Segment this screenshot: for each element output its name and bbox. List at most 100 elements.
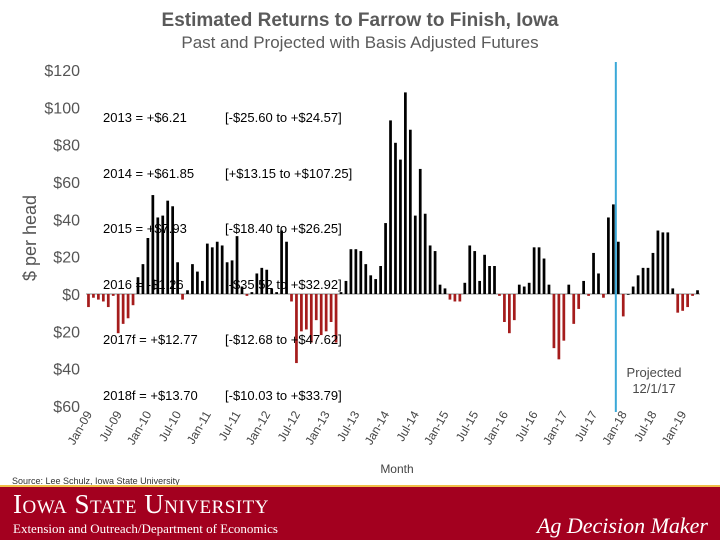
data-bar — [517, 284, 521, 294]
source-note: Source: Lee Schulz, Iowa State Universit… — [12, 476, 180, 486]
data-bar — [285, 241, 288, 294]
chart-title: Estimated Returns to Farrow to Finish, I… — [161, 10, 559, 31]
data-bar — [592, 252, 595, 294]
data-bar — [577, 294, 581, 309]
data-bar — [621, 294, 625, 317]
data-bar — [512, 294, 516, 321]
data-bar — [314, 294, 318, 321]
data-bar — [304, 294, 308, 330]
data-bar — [448, 294, 452, 300]
data-bar — [547, 284, 551, 294]
data-bar — [121, 294, 125, 324]
data-bar — [572, 294, 576, 324]
y-tick-label: $40 — [53, 362, 80, 379]
x-tick-label: Jul-17 — [572, 408, 601, 444]
x-tick-label: Jan-16 — [481, 408, 512, 447]
data-bar — [552, 294, 556, 349]
data-bar — [176, 262, 179, 294]
data-bar — [344, 280, 348, 294]
data-bar — [87, 294, 90, 308]
data-bar — [369, 275, 373, 294]
projection-annotation: Projected 12/1/17 — [626, 365, 682, 396]
data-bar — [166, 200, 170, 294]
x-tick-label: Jul-16 — [512, 408, 541, 444]
data-bar — [225, 262, 229, 294]
y-tick-label: $60 — [53, 175, 80, 192]
data-bar — [438, 284, 442, 294]
returns-bar-chart: $120 $100 $80 $60 $40 $20 $0 $20 $40 $60 $ per hea… — [20, 62, 700, 476]
x-tick-label: Jul-15 — [453, 408, 482, 444]
data-bar — [97, 294, 100, 300]
data-bar — [428, 245, 432, 294]
y-tick-label: $120 — [44, 63, 80, 80]
footer-accent-line — [0, 485, 720, 487]
data-bar — [116, 294, 120, 334]
data-bar — [126, 294, 130, 319]
data-bar — [522, 286, 526, 294]
data-bar — [503, 294, 506, 322]
data-bar — [641, 267, 645, 294]
data-bar — [478, 280, 482, 294]
data-bar — [374, 279, 378, 294]
data-bar — [270, 288, 274, 294]
data-bar — [101, 294, 105, 302]
department-text: Extension and Outreach/Department of Eco… — [13, 521, 278, 536]
data-bar — [131, 294, 135, 306]
data-bar — [611, 204, 615, 294]
summary-row: 2013 = +$6.21 [-$25.60 to +$24.57] — [103, 110, 342, 125]
data-bar — [250, 292, 254, 294]
data-bar — [696, 290, 699, 294]
data-bar — [156, 217, 160, 294]
data-bar — [319, 294, 323, 336]
data-bar — [300, 294, 303, 332]
data-bar — [265, 269, 269, 294]
data-bar — [215, 241, 219, 294]
data-bar — [498, 294, 501, 296]
annual-summary: 2013 = +$6.21 [-$25.60 to +$24.57] 2014 =… — [103, 72, 352, 424]
y-tick-label: $0 — [62, 287, 80, 304]
data-bar — [171, 206, 175, 294]
data-bar — [661, 232, 665, 294]
data-bar — [260, 267, 264, 294]
data-bar — [205, 243, 209, 294]
summary-row: 2018f = +$13.70 [-$10.03 to +$33.79] — [103, 387, 342, 403]
data-bar — [408, 129, 412, 294]
data-bar — [181, 294, 184, 300]
data-bar — [151, 195, 155, 294]
data-bar — [508, 294, 511, 334]
data-bar — [146, 238, 150, 294]
data-bar — [329, 294, 333, 322]
data-bar — [681, 294, 685, 311]
x-tick-label: Jan-15 — [421, 408, 452, 447]
data-bar — [186, 290, 189, 294]
data-bar — [324, 294, 328, 332]
data-bar — [587, 294, 590, 296]
data-bar — [334, 294, 338, 343]
data-bar — [245, 294, 249, 296]
x-tick-label: Jul-18 — [631, 408, 660, 444]
data-bar — [458, 294, 462, 302]
x-tick-label: Jan-17 — [540, 408, 571, 447]
x-tick-label: Jan-19 — [659, 408, 690, 447]
data-bar — [433, 251, 437, 294]
data-bar — [582, 280, 585, 294]
data-bar — [616, 241, 620, 294]
x-tick-label: Jan-14 — [362, 408, 393, 447]
data-bar — [607, 217, 610, 294]
university-logo-text: Iowa State University — [13, 489, 269, 519]
data-bar — [240, 286, 244, 294]
summary-row: 2017f = +$12.77 [-$12.68 to +$47.62] — [103, 332, 342, 347]
data-bar — [389, 120, 392, 295]
data-bar — [413, 215, 417, 294]
data-bar — [141, 264, 145, 294]
data-bar — [537, 247, 541, 294]
data-bar — [280, 230, 283, 294]
data-bar — [656, 230, 660, 294]
summary-row: 2015 = +$7.93 [-$18.40 to +$26.25] — [103, 221, 342, 236]
data-bar — [309, 294, 313, 343]
data-bar — [111, 294, 115, 296]
data-bar — [646, 267, 650, 294]
data-bar — [453, 294, 457, 302]
data-bar — [691, 294, 694, 296]
data-bar — [384, 223, 387, 294]
